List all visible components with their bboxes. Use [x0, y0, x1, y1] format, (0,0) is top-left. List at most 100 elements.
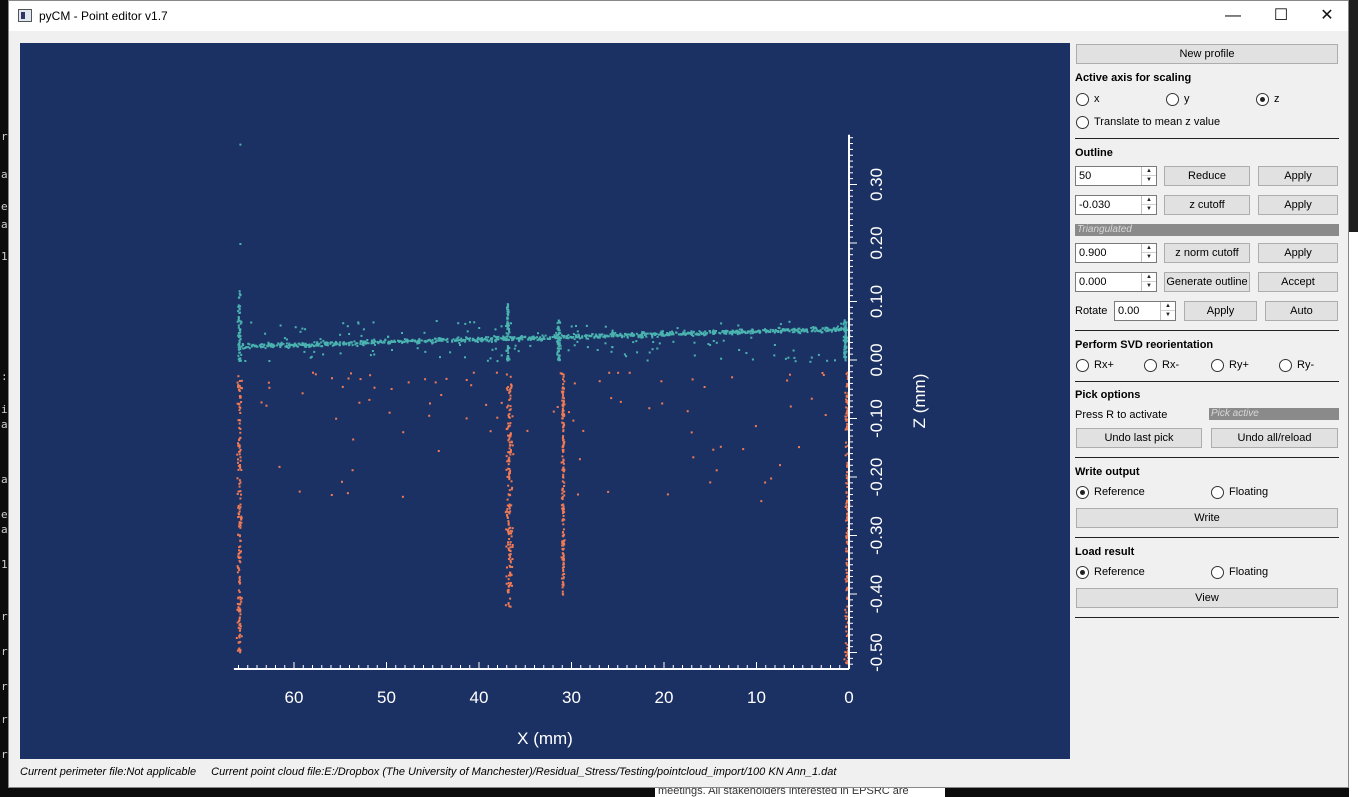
svd-ry-minus-radio[interactable]: Ry-	[1279, 359, 1314, 373]
lower-point	[560, 461, 563, 464]
upper-point	[301, 344, 304, 346]
z-norm-apply-button[interactable]: Apply	[1258, 243, 1338, 263]
spin-arrows[interactable]: ▲ ▼	[1141, 196, 1156, 214]
reduce-input[interactable]	[1076, 167, 1140, 185]
lower-point	[237, 626, 240, 629]
scale-x-radio[interactable]: x	[1076, 93, 1100, 107]
spin-arrows[interactable]: ▲ ▼	[1141, 244, 1156, 262]
lower-point	[824, 414, 827, 416]
generate-outline-button[interactable]: Generate outline	[1164, 272, 1250, 292]
lower-point	[562, 378, 564, 381]
scale-z-radio[interactable]: z	[1256, 93, 1280, 107]
z-norm-input[interactable]	[1076, 244, 1140, 262]
lower-point	[507, 543, 510, 546]
lower-point	[610, 397, 613, 400]
rotate-input[interactable]	[1115, 302, 1159, 320]
write-button[interactable]: Write	[1076, 508, 1338, 528]
svd-rx-plus-radio[interactable]: Rx+	[1076, 359, 1114, 373]
upper-point	[464, 340, 467, 343]
write-reference-radio[interactable]: Reference	[1076, 486, 1145, 500]
upper-point	[774, 328, 777, 331]
lower-point	[846, 423, 849, 425]
svd-ry-plus-radio[interactable]: Ry+	[1211, 359, 1249, 373]
load-reference-radio[interactable]: Reference	[1076, 566, 1145, 580]
pick-hint-label: Press R to activate	[1075, 409, 1168, 421]
upper-point	[308, 343, 311, 346]
spin-down-icon[interactable]: ▼	[1146, 254, 1152, 260]
spin-up-icon[interactable]: ▲	[1142, 273, 1156, 282]
reduce-spinbox[interactable]: ▲▼	[1075, 166, 1157, 186]
spin-down-icon[interactable]: ▼	[1146, 177, 1152, 183]
lower-point	[509, 559, 512, 562]
upper-point	[460, 340, 463, 343]
rotate-auto-button[interactable]: Auto	[1265, 301, 1338, 321]
spin-up-icon[interactable]: ▲	[1161, 302, 1175, 311]
spin-arrows[interactable]: ▲ ▼	[1141, 273, 1156, 291]
upper-point	[304, 328, 307, 331]
load-section-title: Load result	[1075, 546, 1135, 558]
upper-point	[593, 336, 596, 339]
undo-last-pick-button[interactable]: Undo last pick	[1076, 428, 1202, 448]
z-norm-cutoff-button[interactable]: z norm cutoff	[1164, 243, 1250, 263]
upper-point	[573, 344, 576, 347]
point-cloud-viewport[interactable]: 60 50 40 30 20 10 0 0.30 0.20 0.10 0.00 -0.10 -0.20 -…	[20, 43, 1070, 759]
lower-point	[509, 405, 512, 408]
translate-mean-z-radio[interactable]: Translate to mean z value	[1076, 116, 1220, 130]
scale-y-radio[interactable]: y	[1166, 93, 1190, 107]
close-button[interactable]: ✕	[1320, 7, 1334, 24]
upper-point	[598, 333, 601, 336]
lower-point	[617, 371, 620, 374]
spin-up-icon[interactable]: ▲	[1142, 244, 1156, 253]
spin-down-icon[interactable]: ▼	[1146, 283, 1152, 289]
outline-input[interactable]	[1076, 273, 1140, 291]
lower-point	[238, 521, 241, 524]
spin-down-icon[interactable]: ▼	[1165, 312, 1171, 318]
upper-point	[238, 343, 241, 346]
plot-axes: 60 50 40 30 20 10 0 0.30 0.20 0.10 0.00 -0.10 -0.20 -…	[233, 134, 886, 707]
lower-point	[238, 577, 241, 580]
divider	[1075, 457, 1339, 458]
lower-point	[686, 410, 689, 413]
z-cutoff-spinbox[interactable]: ▲▼	[1075, 195, 1157, 215]
undo-all-reload-button[interactable]: Undo all/reload	[1211, 428, 1338, 448]
z-cutoff-button[interactable]: z cutoff	[1164, 195, 1250, 215]
z-norm-spinbox[interactable]: ▲▼	[1075, 243, 1157, 263]
z-cutoff-apply-button[interactable]: Apply	[1258, 195, 1338, 215]
z-cutoff-input[interactable]	[1076, 196, 1140, 214]
lower-point	[742, 448, 745, 451]
reduce-button[interactable]: Reduce	[1164, 166, 1250, 186]
maximize-button[interactable]: ☐	[1273, 7, 1289, 24]
lower-point	[238, 569, 241, 572]
lower-point	[511, 444, 514, 447]
upper-point	[784, 357, 787, 360]
lower-point	[608, 371, 611, 374]
minimize-button[interactable]: —	[1225, 7, 1241, 24]
lower-point	[561, 573, 564, 576]
rotate-spinbox[interactable]: ▲▼	[1114, 301, 1176, 321]
upper-point	[360, 334, 363, 337]
spin-arrows[interactable]: ▲ ▼	[1160, 302, 1175, 320]
outline-spinbox[interactable]: ▲▼	[1075, 272, 1157, 292]
accept-button[interactable]: Accept	[1258, 272, 1338, 292]
upper-point	[551, 336, 554, 338]
view-button[interactable]: View	[1076, 588, 1338, 608]
upper-point	[237, 346, 240, 349]
triangulated-status-bar: Triangulated	[1075, 224, 1339, 236]
lower-point	[511, 530, 514, 533]
upper-point	[661, 330, 664, 333]
load-floating-radio[interactable]: Floating	[1211, 566, 1268, 580]
write-floating-radio[interactable]: Floating	[1211, 486, 1268, 500]
spin-up-icon[interactable]: ▲	[1142, 167, 1156, 176]
reduce-apply-button[interactable]: Apply	[1258, 166, 1338, 186]
spin-down-icon[interactable]: ▼	[1146, 206, 1152, 212]
upper-point	[509, 335, 512, 338]
upper-point	[672, 333, 675, 336]
svd-rx-minus-radio[interactable]: Rx-	[1144, 359, 1179, 373]
lower-point	[260, 401, 263, 404]
spin-up-icon[interactable]: ▲	[1142, 196, 1156, 205]
spin-arrows[interactable]: ▲ ▼	[1141, 167, 1156, 185]
new-profile-button[interactable]: New profile	[1076, 44, 1338, 64]
upper-point	[559, 347, 562, 350]
upper-point	[490, 340, 493, 343]
rotate-apply-button[interactable]: Apply	[1184, 301, 1257, 321]
